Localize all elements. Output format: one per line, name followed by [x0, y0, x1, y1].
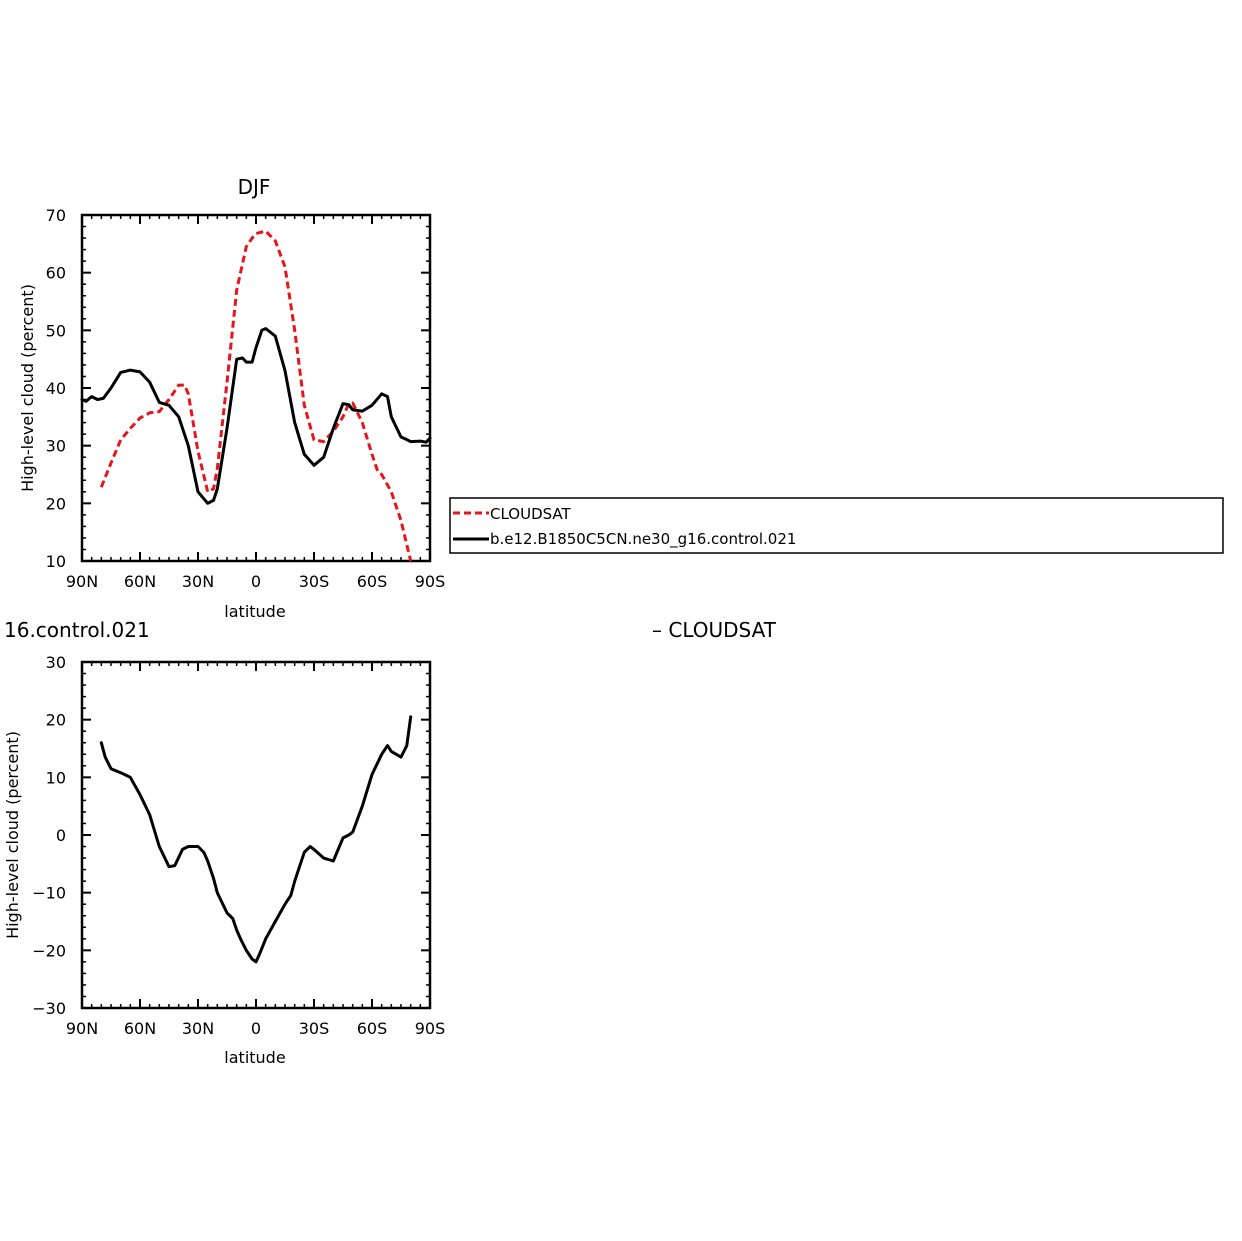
top-y-tick-label: 60 [46, 264, 66, 283]
top-panel: DJF 90N 60N 30N 0 30S 60S 90S 10 20 30 40 50 60 70 la… [18, 175, 445, 621]
top-panel-title: DJF [238, 175, 271, 199]
bottom-x-tick-label: 90S [415, 1019, 446, 1038]
bottom-x-tick-label: 60N [124, 1019, 156, 1038]
bottom-x-tick-label: 30S [299, 1019, 330, 1038]
top-series-group [80, 229, 432, 562]
bottom-x-tick-label: 90N [66, 1019, 98, 1038]
bottom-y-tick-label: 30 [46, 653, 66, 672]
top-x-tick-label: 90N [66, 572, 98, 591]
top-series-line-cloudsat [99, 229, 413, 562]
top-x-tick-label: 60N [124, 572, 156, 591]
bottom-y-tick-label: −30 [32, 999, 66, 1018]
bottom-panel-title: 16.control.021 [4, 618, 150, 642]
bottom-series-group [99, 715, 413, 964]
bottom-x-axis-label: latitude [224, 1048, 285, 1067]
top-series-line-model [80, 327, 432, 505]
legend: CLOUDSAT b.e12.B1850C5CN.ne30_g16.contro… [449, 497, 1224, 554]
top-axis-ticks: 90N 60N 30N 0 30S 60S 90S 10 20 30 40 50 60 70 [46, 206, 446, 591]
top-y-tick-label: 40 [46, 379, 66, 398]
bottom-panel-title-right: – CLOUDSAT [652, 618, 777, 642]
top-x-tick-label: 90S [415, 572, 446, 591]
legend-box [449, 497, 1224, 554]
bottom-y-tick-label: 0 [56, 826, 66, 845]
bottom-series-line-difference [99, 715, 413, 964]
legend-label-cloudsat: CLOUDSAT [490, 505, 572, 523]
top-y-axis-label: High-level cloud (percent) [18, 284, 37, 492]
bottom-y-axis-label: High-level cloud (percent) [3, 731, 22, 939]
top-x-axis-label: latitude [224, 602, 285, 621]
bottom-plot-frame [80, 660, 432, 1010]
legend-label-model: b.e12.B1850C5CN.ne30_g16.control.021 [490, 530, 796, 549]
top-y-tick-label: 50 [46, 321, 66, 340]
bottom-y-tick-label: 20 [46, 711, 66, 730]
bottom-y-tick-label: −20 [32, 941, 66, 960]
top-x-tick-label: 30S [299, 572, 330, 591]
bottom-y-tick-label: −10 [32, 884, 66, 903]
top-x-tick-label: 30N [182, 572, 214, 591]
bottom-axis-ticks: 90N 60N 30N 0 30S 60S 90S −30 −20 −10 0 10 20 30 [32, 653, 445, 1038]
top-y-tick-label: 10 [46, 552, 66, 571]
top-y-tick-label: 30 [46, 437, 66, 456]
top-plot-frame [80, 213, 432, 563]
bottom-x-tick-label: 30N [182, 1019, 214, 1038]
bottom-y-tick-label: 10 [46, 768, 66, 787]
bottom-x-tick-label: 0 [251, 1019, 261, 1038]
bottom-panel: 16.control.021 – CLOUDSAT 90N 60N 30N 0 30S 6… [3, 618, 777, 1067]
top-y-tick-label: 70 [46, 206, 66, 225]
top-x-tick-label: 60S [357, 572, 388, 591]
bottom-x-tick-label: 60S [357, 1019, 388, 1038]
top-y-tick-label: 20 [46, 494, 66, 513]
top-x-tick-label: 0 [251, 572, 261, 591]
